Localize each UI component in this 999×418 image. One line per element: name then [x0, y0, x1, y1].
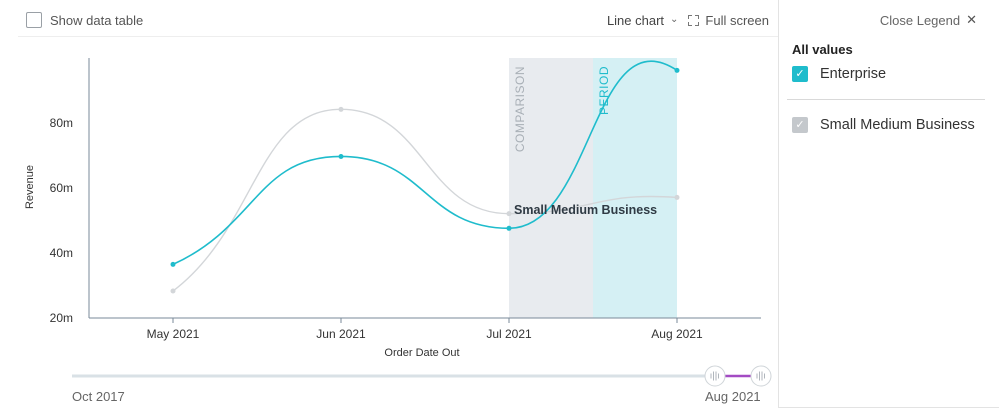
series-line-enterprise	[172, 60, 678, 266]
revenue-line-chart: COMPARISON PERIOD 20m 40m 60m 80m May 2021 Jun …	[24, 58, 772, 387]
legend-item-label: Small Medium Business	[820, 117, 975, 133]
range-handle-circle	[704, 365, 726, 387]
close-icon: ✕	[966, 12, 977, 27]
range-handle-circle	[750, 365, 772, 387]
show-data-table-label: Show data table	[50, 12, 144, 28]
legend-item-enterprise[interactable]: ✓ Enterprise	[792, 66, 886, 82]
data-point	[506, 225, 512, 231]
x-tick-label: Jul 2021	[486, 327, 532, 341]
full-screen-label: Full screen	[705, 12, 769, 28]
full-screen-button[interactable]: Full screen	[688, 13, 769, 28]
data-point	[338, 106, 344, 112]
series-line-small-medium-business	[172, 108, 678, 292]
show-data-table-toggle[interactable]: Show data table	[26, 10, 143, 30]
x-tick-label: Jun 2021	[316, 327, 366, 341]
data-point	[674, 67, 680, 73]
band-label: COMPARISON	[513, 66, 527, 152]
toolbar-divider	[18, 36, 778, 37]
data-point	[506, 211, 512, 217]
range-end-handle[interactable]	[750, 365, 772, 387]
chart-type-label: Line chart	[606, 12, 665, 28]
series-annotation-label: Small Medium Business	[514, 203, 657, 217]
show-data-table-checkbox[interactable]	[26, 12, 42, 28]
range-start-handle[interactable]	[704, 365, 726, 387]
chevron-down-icon: ⌄	[670, 13, 679, 25]
x-axis-title: Order Date Out	[384, 347, 459, 359]
legend-divider	[787, 99, 985, 100]
checkbox-checked-icon[interactable]: ✓	[792, 66, 808, 82]
data-point	[338, 153, 344, 159]
y-tick-label: 40m	[50, 246, 73, 260]
band-comparison	[509, 58, 593, 318]
close-legend-button[interactable]: Close Legend ✕	[880, 12, 977, 28]
close-legend-label: Close Legend	[879, 12, 961, 28]
x-tick-label: May 2021	[147, 327, 200, 341]
legend-panel: Close Legend ✕ All values ✓ Enterprise ✓…	[778, 0, 999, 408]
range-end-label: Aug 2021	[705, 389, 761, 404]
legend-item-small-medium-business[interactable]: ✓ Small Medium Business	[792, 117, 975, 133]
y-tick-label: 20m	[50, 311, 73, 325]
x-tick-label: Aug 2021	[651, 327, 703, 341]
chart-type-dropdown[interactable]: Line chart ⌄	[607, 13, 678, 28]
y-tick-label: 80m	[50, 116, 73, 130]
legend-item-label: Enterprise	[820, 66, 887, 82]
range-start-label: Oct 2017	[72, 389, 125, 404]
chart-toolbar: Line chart ⌄ Full screen	[607, 10, 769, 30]
data-point	[170, 261, 176, 267]
data-point	[170, 288, 176, 294]
checkbox-checked-icon[interactable]: ✓	[792, 117, 808, 133]
band-label: PERIOD	[597, 66, 611, 115]
legend-heading: All values	[792, 42, 853, 57]
y-tick-label: 60m	[50, 181, 73, 195]
data-point	[674, 194, 680, 200]
full-screen-icon	[688, 14, 700, 26]
y-axis-title: Revenue	[24, 165, 36, 209]
